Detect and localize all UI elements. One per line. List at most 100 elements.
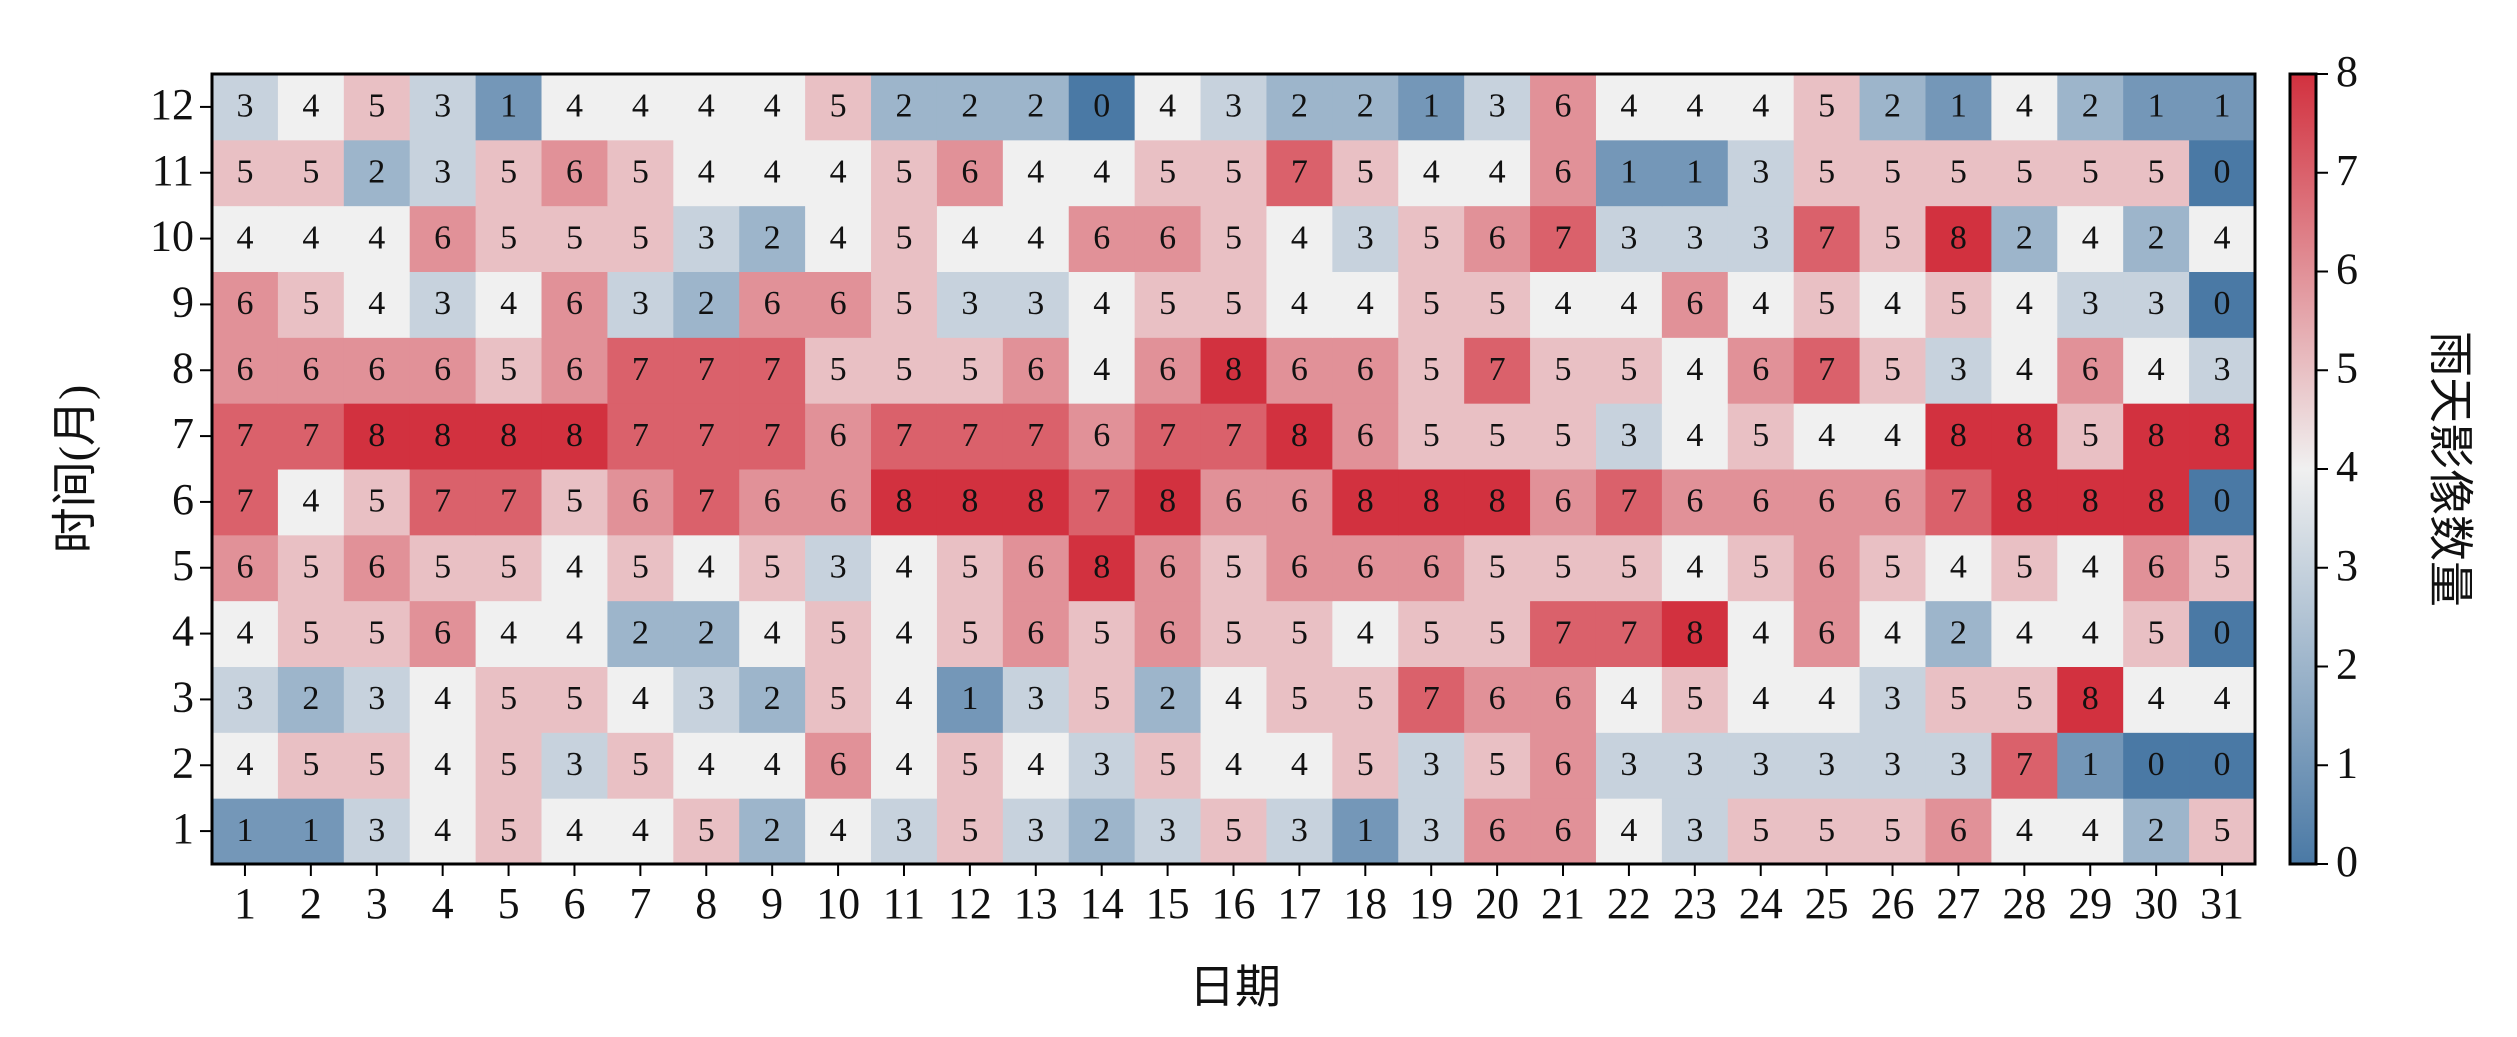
cell	[1200, 534, 1267, 602]
cell-label: 3	[236, 680, 253, 717]
cell-label: 6	[1555, 88, 1572, 125]
cell-label: 0	[2214, 614, 2231, 651]
cell-label: 6	[1093, 417, 1110, 454]
cell-label: 6	[830, 417, 847, 454]
cell-label: 5	[368, 88, 385, 125]
cell-label: 3	[2214, 351, 2231, 388]
cell	[871, 205, 938, 272]
x-axis-label: 日期	[1189, 962, 1281, 1013]
y-axis-label: 时间(月)	[50, 385, 101, 554]
cell-label: 5	[1950, 680, 1967, 717]
cell-label: 4	[961, 219, 978, 256]
cell	[475, 534, 543, 602]
cell	[1793, 271, 1861, 338]
cell	[1332, 337, 1399, 404]
cell	[1002, 139, 1070, 207]
cell-label: 5	[1818, 154, 1835, 191]
cell	[1398, 732, 1465, 799]
cell	[1661, 403, 1729, 470]
cell	[805, 732, 872, 799]
cell	[409, 732, 477, 799]
cell	[1859, 74, 1926, 141]
cell-label: 8	[1159, 483, 1176, 520]
cell	[1200, 139, 1267, 207]
cell	[673, 205, 740, 272]
cell	[277, 403, 345, 470]
cell	[1859, 798, 1926, 865]
cell	[1727, 74, 1795, 141]
cell	[541, 666, 608, 733]
cell	[739, 337, 806, 404]
cell-label: 4	[1027, 219, 1044, 256]
cell-label: 5	[1884, 812, 1901, 849]
cell-label: 5	[368, 483, 385, 520]
cell-label: 2	[1950, 614, 1967, 651]
x-tick-label: 9	[761, 879, 783, 928]
cell	[343, 139, 411, 207]
y-tick-label: 9	[172, 278, 194, 327]
cell	[1266, 139, 1333, 207]
cell-label: 3	[698, 219, 715, 256]
x-tick-label: 29	[2068, 879, 2112, 928]
cell	[607, 337, 674, 404]
cell-label: 8	[1291, 417, 1308, 454]
cell	[1859, 469, 1926, 536]
cell	[343, 534, 411, 602]
cell-label: 8	[2082, 483, 2099, 520]
cell	[739, 666, 806, 733]
cell-label: 6	[1818, 483, 1835, 520]
cell-label: 2	[1884, 88, 1901, 125]
cell-label: 3	[1818, 746, 1835, 783]
cell	[541, 139, 608, 207]
cell-label: 4	[1620, 88, 1637, 125]
cell	[1068, 337, 1136, 404]
cell	[2189, 271, 2256, 338]
colorbar-tick-label: 4	[2336, 442, 2358, 491]
cell-label: 5	[500, 812, 517, 849]
cell	[1464, 271, 1531, 338]
cell-label: 5	[1489, 549, 1506, 586]
cell	[1464, 732, 1531, 799]
cell-label: 7	[1620, 614, 1637, 651]
cell-label: 5	[2082, 417, 2099, 454]
cell-label: 2	[764, 219, 781, 256]
cell	[1398, 534, 1465, 602]
cell	[1002, 337, 1070, 404]
cell-label: 4	[500, 614, 517, 651]
cell-label: 5	[1225, 812, 1242, 849]
cell	[1859, 403, 1926, 470]
cell-label: 3	[1291, 812, 1308, 849]
cell	[409, 74, 477, 141]
cell-label: 2	[1093, 812, 1110, 849]
cell-label: 6	[1159, 549, 1176, 586]
cell-label: 5	[1752, 812, 1769, 849]
cell-label: 4	[2016, 614, 2033, 651]
cell	[607, 74, 674, 141]
cell-label: 5	[895, 285, 912, 322]
cell-label: 3	[1686, 746, 1703, 783]
cell-label: 2	[2148, 219, 2165, 256]
cell	[2057, 403, 2124, 470]
cell	[871, 534, 938, 602]
cell-label: 2	[632, 614, 649, 651]
cell-label: 7	[236, 483, 253, 520]
cell-label: 6	[961, 154, 978, 191]
cell	[1068, 732, 1136, 799]
cell	[541, 732, 608, 799]
x-tick-label: 28	[2002, 879, 2046, 928]
cell-label: 6	[830, 285, 847, 322]
cell-label: 4	[1291, 219, 1308, 256]
y-tick-label: 6	[172, 475, 194, 524]
cell	[1991, 798, 2058, 865]
cell	[1727, 337, 1795, 404]
cell-label: 5	[500, 219, 517, 256]
cell	[2189, 798, 2256, 865]
cell-label: 5	[895, 351, 912, 388]
cell-label: 4	[1357, 285, 1374, 322]
cell	[277, 271, 345, 338]
cell	[1925, 403, 1992, 470]
cell	[1200, 337, 1267, 404]
cell-label: 7	[1818, 219, 1835, 256]
cell	[1661, 600, 1729, 667]
cell-label: 4	[236, 219, 253, 256]
